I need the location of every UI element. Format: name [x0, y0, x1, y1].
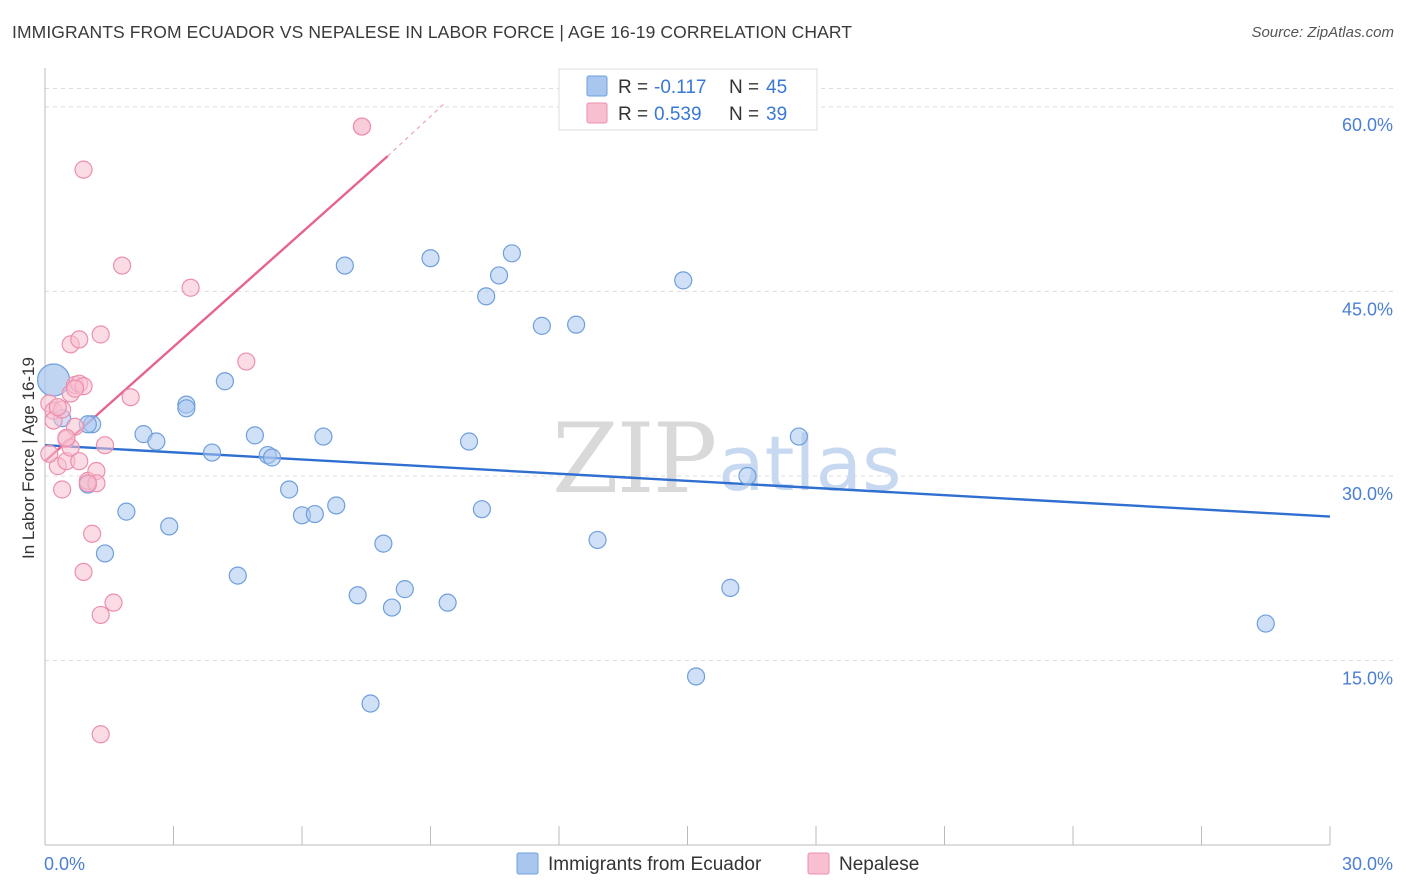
- bottom-legend-label-nepalese: Nepalese: [839, 854, 919, 875]
- point-series0-11: [177, 399, 196, 418]
- legend-n-value-nepalese: 39: [766, 104, 787, 125]
- point-series1-13: [70, 330, 89, 349]
- point-series0-33: [489, 266, 509, 285]
- x-tick-label-min: 0.0%: [44, 854, 85, 874]
- point-series1-15: [70, 452, 89, 471]
- point-series0-16: [280, 480, 299, 499]
- point-series1-30: [181, 278, 200, 297]
- point-series0-42: [789, 427, 808, 446]
- point-series0-13: [228, 566, 247, 585]
- point-series0-38: [674, 271, 693, 290]
- point-series1-31: [237, 352, 256, 371]
- legend-swatch-nepalese: [586, 102, 608, 124]
- point-series1-16: [74, 160, 93, 179]
- point-series0-10: [202, 443, 222, 462]
- y-tick-label-2: 45.0%: [1342, 299, 1393, 319]
- grid-lines: [45, 87, 1393, 661]
- point-series0-39: [686, 667, 706, 686]
- legend-swatch-ecuador: [586, 75, 608, 97]
- point-series1-26: [95, 436, 115, 455]
- point-series0-35: [532, 316, 551, 335]
- point-series0-34: [502, 244, 521, 263]
- point-series0-27: [395, 580, 414, 599]
- point-series0-36: [567, 315, 586, 334]
- bottom-legend-swatch-ecuador: [516, 852, 539, 875]
- point-series0-40: [721, 578, 740, 597]
- point-series1-27: [104, 593, 123, 612]
- point-series1-38: [65, 379, 85, 398]
- chart-title: IMMIGRANTS FROM ECUADOR VS NEPALESE IN L…: [12, 22, 853, 42]
- bottom-legend-label-ecuador: Immigrants from Ecuador: [548, 854, 762, 875]
- point-series0-29: [438, 593, 457, 612]
- legend-n-label-nepalese: N =: [729, 104, 759, 125]
- y-axis-title: In Labor Force | Age 16-19: [19, 357, 38, 559]
- legend-r-label-nepalese: R =: [618, 104, 648, 125]
- point-series0-30: [459, 432, 479, 451]
- point-series1-20: [83, 524, 102, 543]
- point-series0-5: [95, 544, 115, 563]
- point-series0-14: [245, 426, 264, 445]
- trend-line-extension-series1: [387, 104, 444, 157]
- y-tick-label-1: 30.0%: [1342, 484, 1393, 504]
- point-series1-37: [78, 474, 97, 493]
- point-series0-4: [117, 502, 136, 521]
- bottom-legend-swatch-nepalese: [807, 852, 830, 875]
- trend-line-series1: [44, 155, 389, 463]
- y-tick-label-3: 60.0%: [1342, 115, 1393, 135]
- point-series0-8: [160, 517, 179, 536]
- watermark-zip: ZIP: [552, 403, 715, 515]
- point-series0-43: [1256, 614, 1275, 633]
- legend-r-value-nepalese: 0.539: [654, 104, 702, 125]
- point-series0-32: [477, 287, 496, 306]
- point-series1-24: [91, 605, 110, 625]
- source-credit: Source: ZipAtlas.com: [1251, 24, 1394, 41]
- point-series1-23: [91, 325, 110, 344]
- point-series1-25: [91, 725, 110, 744]
- y-tick-label-0: 15.0%: [1342, 668, 1393, 688]
- point-series0-28: [421, 249, 440, 268]
- point-series0-41: [738, 466, 757, 486]
- point-series0-31: [472, 500, 491, 519]
- legend-n-label-ecuador: N =: [729, 77, 759, 98]
- point-series1-28: [112, 256, 132, 275]
- y-tick-labels: 15.0% 30.0% 45.0% 60.0%: [1342, 115, 1393, 689]
- point-series0-26: [382, 598, 402, 617]
- point-series0-7: [147, 432, 166, 451]
- legend-r-label-ecuador: R =: [618, 77, 648, 98]
- point-series1-29: [121, 388, 140, 407]
- point-series1-5: [53, 480, 72, 499]
- point-series0-24: [361, 694, 380, 713]
- point-series0-17: [262, 448, 282, 467]
- x-tick-label-max: 30.0%: [1342, 854, 1393, 874]
- point-series0-23: [348, 586, 367, 605]
- legend-r-value-ecuador: -0.117: [654, 77, 706, 98]
- point-series0-37: [588, 530, 607, 550]
- legend-n-value-ecuador: 45: [766, 77, 787, 98]
- point-series0-20: [314, 427, 333, 446]
- point-series0-25: [374, 534, 393, 553]
- point-series1-35: [48, 397, 67, 417]
- point-series1-17: [74, 562, 93, 582]
- point-series0-12: [215, 372, 234, 391]
- point-series0-21: [327, 496, 346, 515]
- point-series0-19: [305, 504, 324, 524]
- point-series1-33: [352, 117, 372, 136]
- watermark-atlas: atlas: [718, 419, 902, 508]
- point-series0-22: [335, 256, 354, 275]
- series-legend: Immigrants from Ecuador Nepalese: [516, 852, 919, 875]
- point-series1-36: [57, 428, 76, 447]
- point-series1-34: [40, 444, 59, 463]
- stats-legend: R = -0.117 N = 45 R = 0.539 N = 39: [558, 68, 818, 131]
- data-points: [36, 117, 1275, 744]
